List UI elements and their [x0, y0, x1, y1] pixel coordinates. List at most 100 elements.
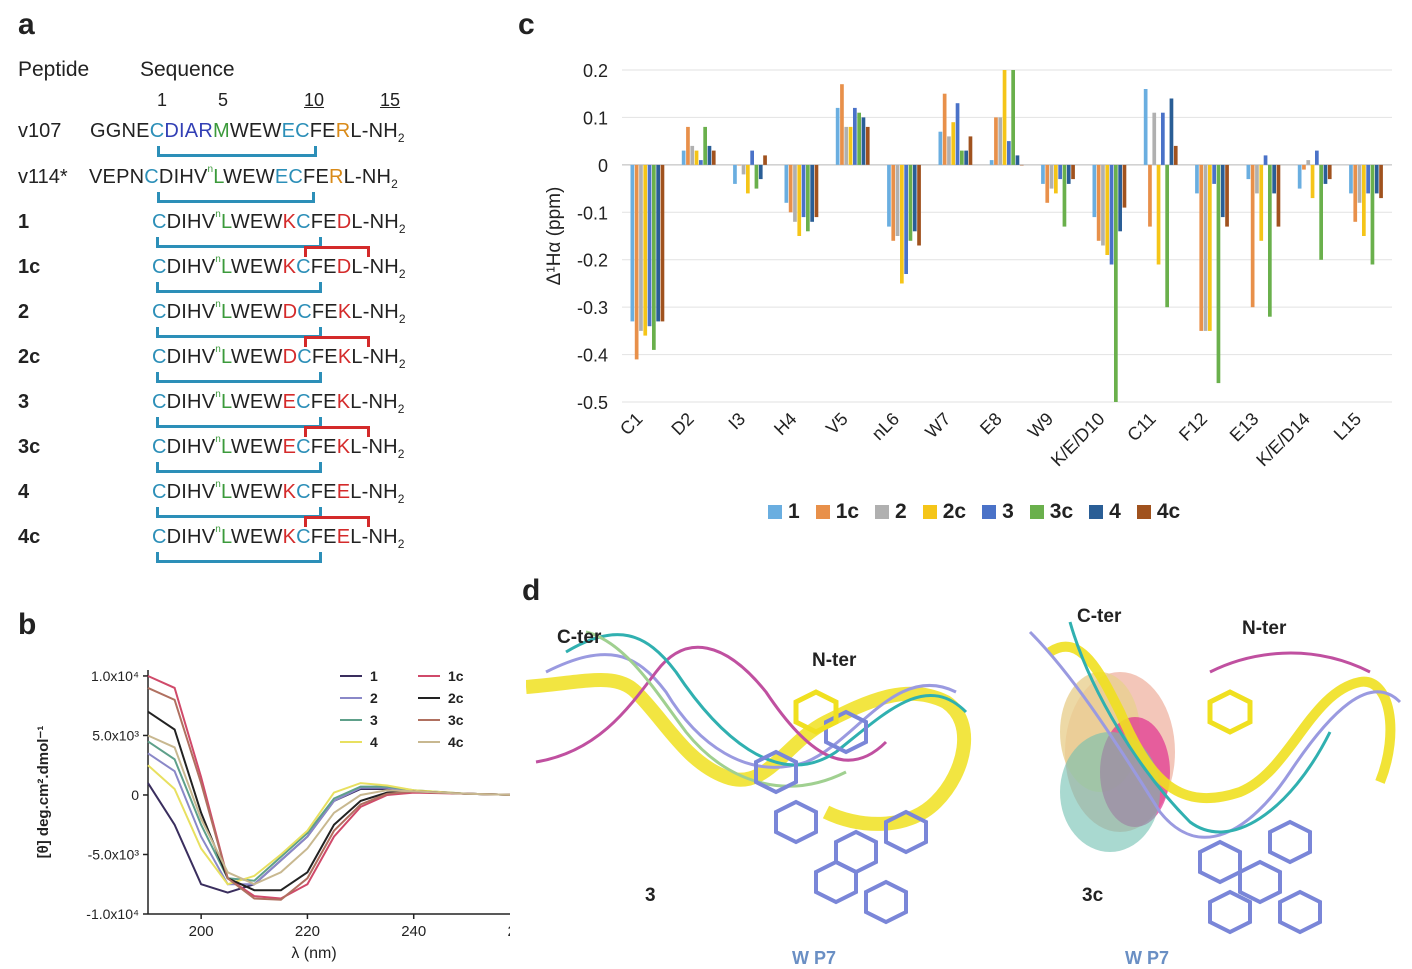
cd-legend-label: 2c [448, 690, 464, 706]
legend-label: 4c [1156, 500, 1181, 523]
bar-x-tick-label: V5 [822, 409, 852, 439]
bar-y-tick-label: 0.2 [583, 61, 608, 81]
lactam-bracket [304, 426, 370, 437]
peptide-sequence: CDIHVnLWEWKCFEEL-NH2 [152, 524, 405, 551]
peptide-sequence: CDIHVnLWEWKCFEEL-NH2 [152, 479, 405, 506]
bar-3-W7 [955, 103, 960, 165]
cd-series-4 [147, 764, 510, 886]
lactam-bracket [304, 516, 370, 527]
cd-spectra-chart: 1.0x10⁴ 5.0x10³ 0 -5.0x10³ -1.0x10⁴ 200 220 240… [35, 668, 510, 962]
cd-x-axis-title: λ (nm) [291, 945, 336, 962]
bar-4c-W7 [968, 136, 973, 165]
bar-3c-D2 [703, 126, 707, 165]
bar-4-F12 [1220, 164, 1225, 218]
cd-y-tick-label: -1.0x10⁴ [86, 906, 139, 922]
bar-2-C11 [1152, 112, 1157, 165]
cd-legend-label: 1 [370, 668, 378, 684]
bar-2-V5 [844, 126, 849, 165]
bar-1-nL6 [887, 164, 891, 227]
peptide-sequence: CDIHVnLWEWKCFEDL-NH2 [152, 254, 406, 281]
bar-3-W9 [1058, 164, 1062, 180]
peptide-sequence: CDIHVnLWEWKCFEDL-NH2 [152, 209, 406, 236]
legend-label: 2c [942, 500, 967, 523]
peptide-sequence: VEPNCDIHVnLWEWECFERL-NH2 [89, 164, 399, 191]
legend-item-2c: 2c [922, 500, 967, 524]
bar-4c-C11 [1173, 145, 1178, 165]
bar-y-tick-label: -0.4 [577, 346, 608, 366]
position-1: 1 [157, 90, 168, 110]
right-peptide-label: 3c [1082, 885, 1104, 906]
bar-1-K/E/D10 [1092, 164, 1097, 218]
peptide-name: 2 [18, 301, 30, 323]
bar-x-tick-label: nL6 [868, 409, 903, 444]
peptide-name: 3 [18, 391, 30, 413]
bar-3-K/E/D10 [1109, 164, 1114, 265]
bar-4c-E13 [1276, 164, 1281, 227]
bar-1c-E13 [1250, 164, 1255, 308]
bar-x-tick-label: E13 [1226, 409, 1263, 446]
left-wp7-label: W P7 [792, 948, 837, 968]
bar-2-L15 [1357, 164, 1362, 203]
legend-label: 3c [1049, 500, 1074, 523]
cd-x-tick-label: 240 [401, 923, 426, 940]
bar-x-tick-label: C1 [616, 409, 646, 439]
bar-x-tick-label: L15 [1330, 409, 1365, 444]
cd-x-tick-label: 200 [189, 923, 214, 940]
cd-x-tick-label: 220 [295, 923, 320, 940]
bar-chart-legend: 1 1c 2 2c 3 3c 4 4c [768, 500, 1180, 524]
disulfide-bracket [156, 507, 322, 518]
bar-x-tick-label: W9 [1024, 409, 1057, 442]
bar-3c-C11 [1165, 164, 1169, 308]
bar-4c-F12 [1225, 164, 1229, 227]
bar-2-C1 [639, 164, 643, 331]
bar-1-F12 [1195, 164, 1199, 194]
bar-1-C1 [630, 164, 635, 322]
cd-y-tick-label: 5.0x10³ [92, 727, 139, 743]
bar-1c-V5 [840, 84, 844, 165]
bar-4-L15 [1374, 164, 1379, 194]
bar-1c-H4 [788, 164, 793, 213]
bar-4-C1 [656, 164, 660, 322]
bar-3c-V5 [857, 112, 861, 165]
bar-y-tick-label: -0.3 [577, 298, 608, 318]
bar-3c-F12 [1216, 164, 1221, 384]
legend-swatch [815, 505, 830, 519]
bar-y-tick-label: -0.5 [577, 393, 608, 413]
disulfide-bracket [156, 282, 322, 293]
bar-2c-W7 [951, 122, 956, 165]
legend-item-3c: 3c [1029, 500, 1074, 524]
bar-2-K/E/D14 [1306, 160, 1311, 165]
bar-4c-nL6 [917, 164, 921, 246]
header-sequence: Sequence [140, 58, 235, 81]
bar-2-nL6 [895, 164, 900, 236]
bar-3-C11 [1161, 112, 1165, 165]
bar-2c-F12 [1208, 164, 1212, 331]
bar-4-C11 [1169, 98, 1174, 165]
legend-swatch [1029, 505, 1044, 519]
bar-1-I3 [733, 164, 737, 184]
bar-x-tick-label: K/E/D14 [1252, 409, 1314, 471]
bar-4c-V5 [865, 126, 870, 165]
peptide-name: 2c [18, 346, 41, 368]
cd-legend-label: 2 [370, 690, 378, 706]
bar-2c-C11 [1156, 164, 1161, 265]
bar-4-K/E/D14 [1323, 164, 1328, 184]
bar-3c-K/E/D10 [1114, 164, 1118, 402]
bar-2c-E8 [1002, 70, 1007, 165]
disulfide-bracket [156, 417, 322, 428]
bar-1-K/E/D14 [1297, 164, 1302, 189]
position-5: 5 [218, 90, 229, 110]
structure-ensemble-3 [526, 630, 972, 925]
bar-3-H4 [801, 164, 806, 218]
cd-legend-label: 1c [448, 668, 464, 684]
bar-y-axis-title: Δ¹Hα (ppm) [544, 187, 565, 286]
legend-item-1c: 1c [815, 500, 859, 524]
bar-3c-H4 [806, 164, 810, 232]
bar-3-E8 [1007, 141, 1011, 165]
bar-x-tick-label: C11 [1123, 409, 1160, 446]
bar-1c-F12 [1199, 164, 1204, 331]
position-15: 15 [380, 90, 401, 110]
bar-1-D2 [681, 150, 686, 165]
bar-2c-C1 [643, 164, 648, 336]
bar-1-V5 [835, 107, 840, 165]
